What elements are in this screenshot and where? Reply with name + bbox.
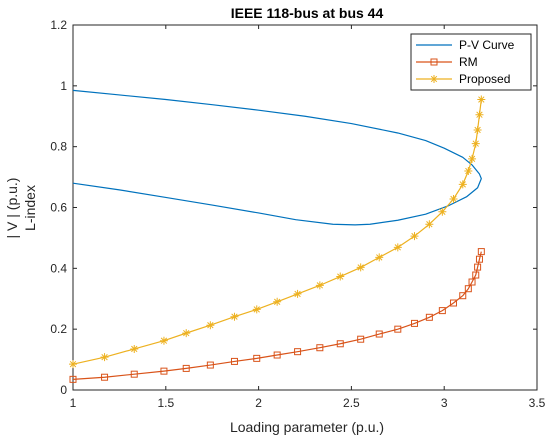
legend-label: RM [459,55,478,69]
y-tick-label: 0.2 [50,322,67,336]
y-axis-label-voltage: | V | (p.u.) [4,178,20,239]
series-line [72,251,482,380]
data-point [182,364,190,372]
data-point [315,281,324,290]
data-point [375,253,384,262]
data-point [206,321,215,330]
data-point [475,255,483,263]
series-line [72,99,482,365]
data-point [471,139,480,148]
data-point [464,167,473,175]
data-point [394,325,402,333]
data-point [253,354,261,362]
data-point [438,207,447,216]
series-line [72,89,482,226]
data-point [182,329,191,338]
data-point [393,243,402,252]
data-point [375,330,383,338]
y-tick-label: 0.8 [50,140,67,154]
data-point [449,194,458,203]
data-point [477,95,486,104]
x-tick-label: 3.5 [529,396,546,410]
data-point [475,110,484,119]
data-point [130,344,139,353]
data-point [474,263,482,271]
data-point [101,373,109,381]
data-point [100,353,109,362]
y-axis-label-lindex: L-index [22,185,38,231]
data-point [273,297,282,306]
data-point [410,232,419,241]
data-point [459,292,467,300]
legend-label: P-V Curve [459,38,515,52]
x-axis-label: Loading parameter (p.u.) [230,419,384,435]
y-tick-label: 0.4 [50,261,67,275]
data-point [316,344,324,352]
data-point [273,351,281,359]
data-point [69,375,77,383]
data-point [69,360,77,369]
x-tick-label: 1.5 [157,396,174,410]
data-point [468,278,476,286]
legend-label: Proposed [459,72,510,86]
data-point [458,180,467,189]
y-tick-label: 1.2 [50,18,67,32]
x-tick-label: 2.5 [343,396,360,410]
series-p-v-curve [72,89,482,226]
data-point [468,154,477,163]
y-tick-label: 0 [60,383,67,397]
data-point [230,357,238,365]
data-point [411,319,419,327]
data-point [230,312,239,321]
y-tick-label: 0.6 [50,201,67,215]
series-proposed [69,95,486,369]
legend-marker [430,58,438,66]
plot-area: 1 1.5 2 2.5 3 3.5 0 0.2 0.4 0.6 0.8 1 1.2 [50,18,545,410]
data-point [425,313,433,321]
data-point [473,125,482,134]
legend-marker [430,75,438,83]
y-tick-label: 1 [60,79,67,93]
data-point [425,220,434,229]
data-point [472,271,480,279]
data-point [336,272,345,281]
data-point [252,305,261,314]
data-point [160,367,168,375]
data-point [477,248,485,256]
data-point [293,289,302,298]
x-tick-label: 2 [255,396,262,410]
data-point [206,361,214,369]
data-point [449,299,457,307]
series-rm [69,248,485,383]
x-tick-label: 1 [70,396,77,410]
data-point [356,263,365,272]
data-point [357,335,365,343]
chart-title: IEEE 118-bus at bus 44 [231,5,384,21]
data-point [464,285,472,293]
legend: P-V Curve RM Proposed [410,33,532,91]
data-point [438,307,446,315]
data-point [130,370,138,378]
data-point [294,348,302,356]
data-point [336,340,344,348]
x-tick-label: 3 [441,396,448,410]
data-point [159,336,168,345]
